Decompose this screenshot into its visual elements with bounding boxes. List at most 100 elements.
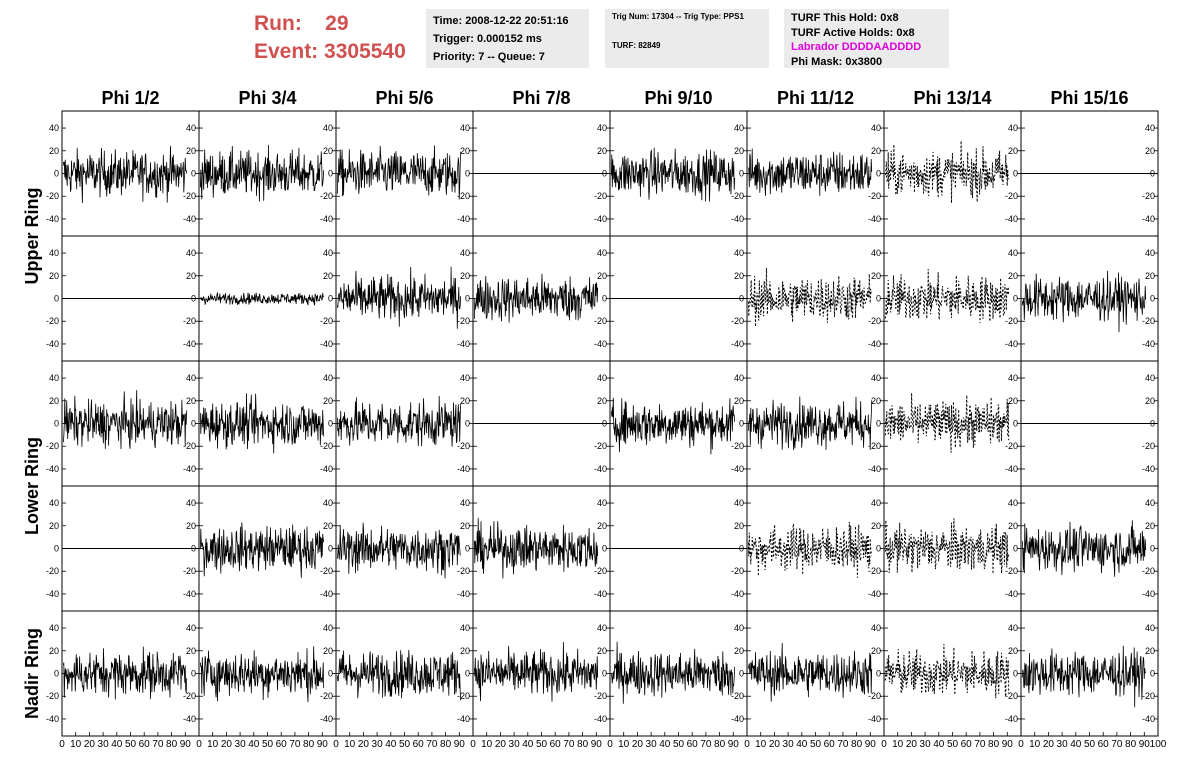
x-tick-label: 50 [810,739,822,750]
y-tick-label: 40 [734,373,744,383]
column-title: Phi 3/4 [238,88,296,108]
y-tick-label: -20 [731,691,744,701]
x-tick-label: 20 [221,739,233,750]
y-tick-label: 40 [1145,498,1155,508]
waveform-trace [337,649,462,701]
y-tick-label: 40 [186,248,196,258]
waveform-trace [884,268,1010,324]
x-tick-label: 30 [235,739,247,750]
waveform-trace [611,641,736,704]
y-tick-label: 20 [597,271,607,281]
x-tick-label: 20 [1043,739,1055,750]
y-tick-label: 40 [460,623,470,633]
y-tick-label: -40 [1005,339,1018,349]
turf-active-holds-text: TURF Active Holds: 0x8 [791,26,915,39]
waveform-trace [63,390,188,450]
y-tick-label: 40 [323,623,333,633]
y-tick-label: 0 [876,419,881,429]
x-tick-label: 60 [687,739,699,750]
y-tick-label: 40 [734,623,744,633]
y-tick-label: 20 [597,521,607,531]
y-tick-label: -40 [320,589,333,599]
y-tick-label: 0 [465,419,470,429]
x-tick-label: 80 [166,739,178,750]
y-tick-label: 20 [734,146,744,156]
waveform-trace [885,140,1010,204]
y-tick-label: -40 [46,339,59,349]
y-tick-label: -20 [868,316,881,326]
y-tick-label: 20 [49,646,59,656]
y-tick-label: 20 [1145,396,1155,406]
y-tick-label: -20 [46,441,59,451]
waveform-trace [611,147,736,202]
y-tick-label: -20 [1005,691,1018,701]
y-tick-label: 20 [871,146,881,156]
waveform-trace [200,646,325,703]
x-tick-label: 50 [1084,739,1096,750]
run-label: Run: [254,12,302,35]
y-tick-label: -20 [594,441,607,451]
y-tick-label: 20 [460,521,470,531]
y-tick-label: -40 [457,714,470,724]
waveform-trace [1022,520,1147,577]
y-tick-label: 20 [323,396,333,406]
y-tick-label: 20 [734,396,744,406]
y-tick-label: 20 [597,646,607,656]
y-tick-label: 40 [871,123,881,133]
waveform-trace [884,643,1010,699]
y-tick-label: 40 [323,373,333,383]
x-tick-label: 80 [577,739,589,750]
y-tick-label: 0 [465,669,470,679]
y-tick-label: 20 [1008,271,1018,281]
y-tick-label: -40 [1142,714,1155,724]
turf-info-box: TURF This Hold: 0x8 TURF Active Holds: 0… [784,9,949,68]
x-tick-label: 60 [550,739,562,750]
waveform-trace [200,393,325,454]
y-tick-label: -40 [868,339,881,349]
y-tick-label: 0 [54,169,59,179]
y-tick-label: -40 [594,589,607,599]
y-tick-label: -20 [594,316,607,326]
y-tick-label: 0 [328,294,333,304]
waveform-trace [200,522,325,578]
y-tick-label: -20 [457,441,470,451]
y-tick-label: -20 [46,316,59,326]
y-tick-label: 0 [1013,669,1018,679]
y-tick-label: 0 [54,669,59,679]
y-tick-label: 40 [49,623,59,633]
y-tick-label: 20 [186,521,196,531]
trig-info-box: Trig Num: 17304 -- Trig Type: PPS1 TURF:… [605,9,769,68]
priority-text: Priority: 7 -- Queue: 7 [433,51,545,63]
y-tick-label: 40 [460,248,470,258]
waveform-trace [474,641,599,702]
y-tick-label: -40 [731,589,744,599]
y-tick-label: 20 [1145,146,1155,156]
column-title: Phi 9/10 [644,88,712,108]
x-tick-label: 50 [399,739,411,750]
y-tick-label: 40 [597,248,607,258]
y-tick-label: 0 [54,294,59,304]
y-tick-label: 40 [49,248,59,258]
y-tick-label: 20 [1145,521,1155,531]
x-tick-label: 10 [892,739,904,750]
y-tick-label: -40 [457,464,470,474]
y-tick-label: 40 [1008,123,1018,133]
y-tick-label: 40 [597,373,607,383]
x-tick-label: 70 [1111,739,1123,750]
y-tick-label: 20 [1008,146,1018,156]
x-tick-label: 30 [509,739,521,750]
y-tick-label: -20 [594,566,607,576]
x-tick-label: 40 [796,739,808,750]
y-tick-label: -20 [868,441,881,451]
x-tick-label: 60 [961,739,973,750]
y-tick-label: -20 [320,566,333,576]
x-tick-label: 10 [344,739,356,750]
y-tick-label: -40 [183,714,196,724]
y-tick-label: 40 [871,248,881,258]
y-tick-label: 0 [1150,669,1155,679]
y-tick-label: -20 [183,566,196,576]
y-tick-label: 40 [1008,498,1018,508]
y-tick-label: 40 [49,123,59,133]
waveform-trace [474,273,599,323]
y-tick-label: -40 [320,714,333,724]
